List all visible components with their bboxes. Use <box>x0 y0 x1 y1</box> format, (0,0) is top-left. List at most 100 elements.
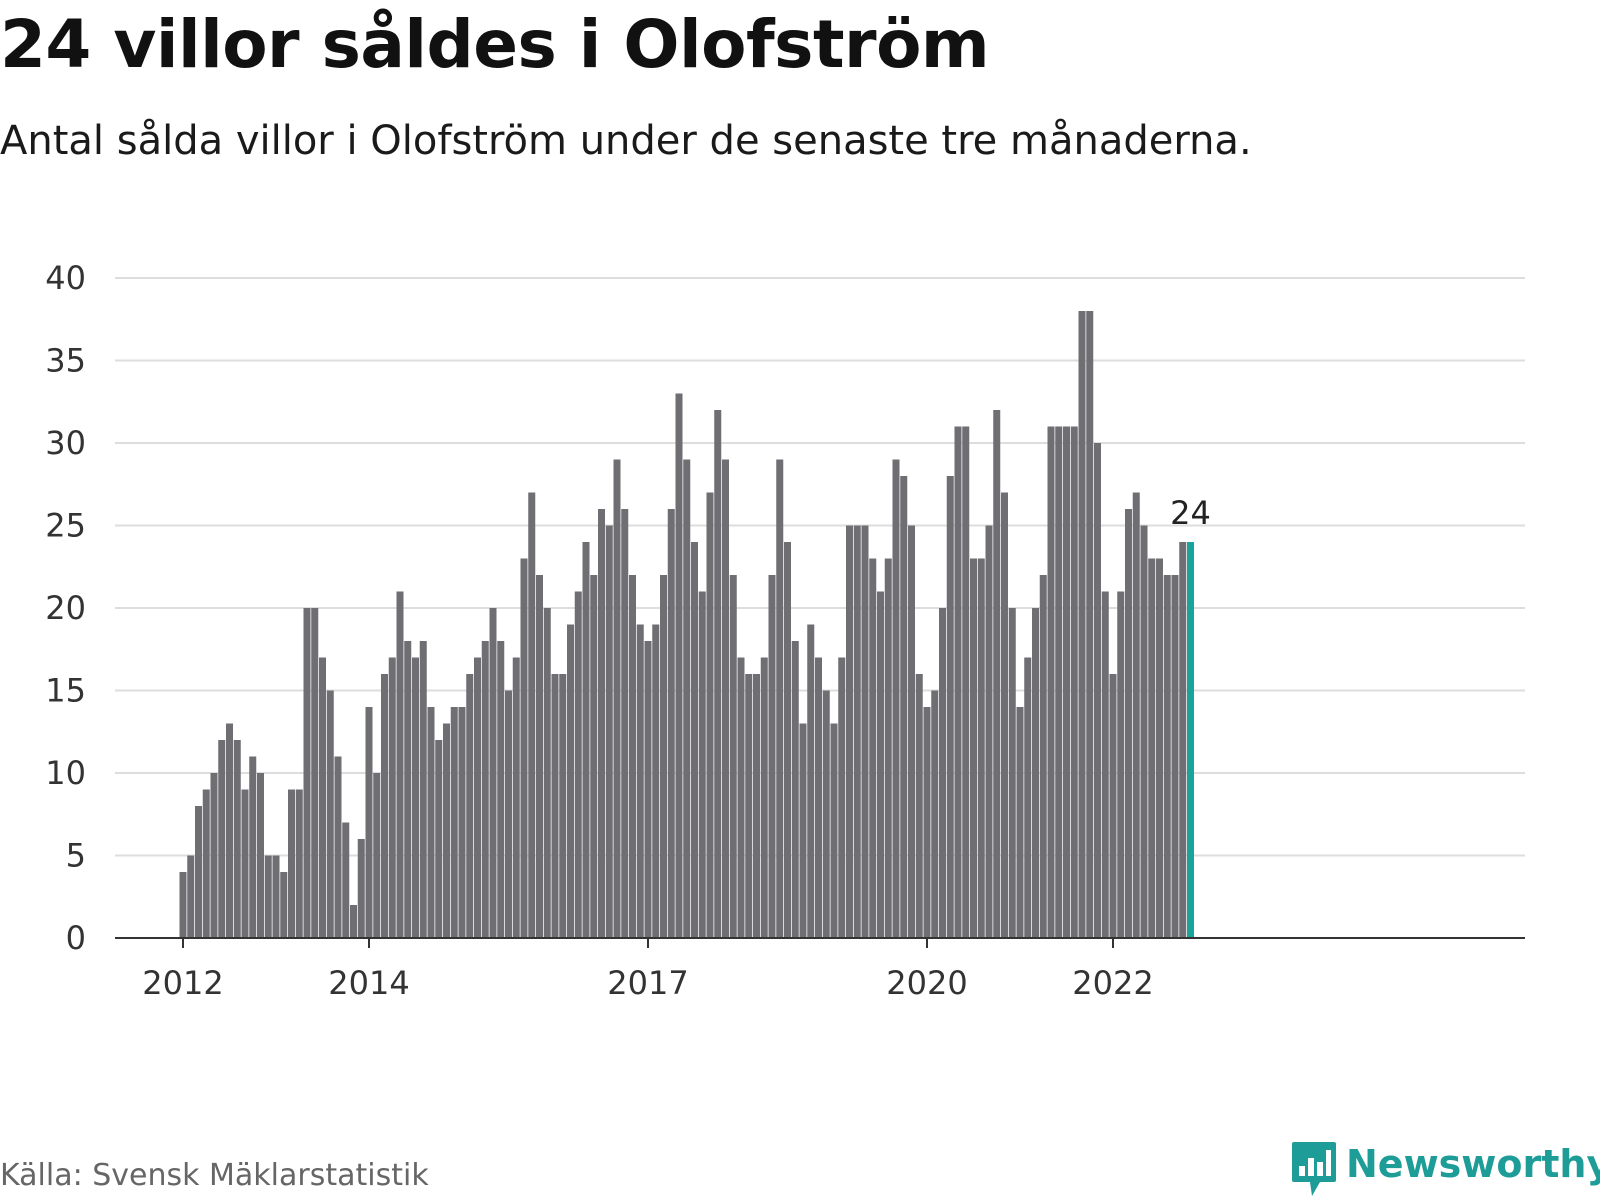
y-tick-label: 0 <box>66 919 86 957</box>
bar <box>838 657 846 938</box>
chart-subtitle: Antal sålda villor i Olofström under de … <box>0 118 1252 164</box>
bar <box>621 509 629 938</box>
bar <box>1047 426 1055 938</box>
bar <box>846 525 853 938</box>
bar <box>295 789 303 938</box>
bar <box>799 723 807 938</box>
bar <box>1008 608 1016 938</box>
bar <box>311 608 319 938</box>
bar <box>288 789 295 938</box>
bar <box>675 393 683 938</box>
bar <box>342 822 350 938</box>
x-axis: 2012 2014 2017 2020 2022 <box>115 937 1525 1002</box>
newsworthy-logo: Newsworthy <box>1290 1140 1600 1200</box>
bar <box>1125 509 1132 938</box>
bar <box>1001 492 1008 938</box>
bar <box>497 641 505 938</box>
bar <box>419 641 427 938</box>
bar <box>474 657 481 938</box>
bar <box>939 608 946 938</box>
x-tick-label: 2012 <box>142 964 223 1002</box>
bar <box>226 723 233 938</box>
bar <box>729 575 737 938</box>
bar <box>1032 608 1039 938</box>
bar <box>791 641 799 938</box>
bar <box>489 608 497 938</box>
y-tick-label: 5 <box>66 837 86 875</box>
bar <box>822 690 830 938</box>
bar <box>946 476 954 938</box>
bar <box>714 410 722 938</box>
bar <box>404 641 412 938</box>
bar <box>737 657 745 938</box>
bar <box>1132 492 1140 938</box>
bar <box>365 707 373 938</box>
x-tick-label: 2022 <box>1072 964 1153 1002</box>
last-value-label: 24 <box>1170 494 1211 532</box>
y-tick-label: 10 <box>45 754 86 792</box>
bar <box>613 459 621 938</box>
bar <box>1039 575 1047 938</box>
bar <box>257 773 264 938</box>
bar <box>853 525 861 938</box>
bar <box>303 608 311 938</box>
bar <box>179 872 187 938</box>
bar <box>249 756 257 938</box>
bar <box>923 707 931 938</box>
y-tick-label: 25 <box>45 507 86 545</box>
bar <box>543 608 551 938</box>
bar <box>443 723 450 938</box>
y-tick-label: 40 <box>45 259 86 297</box>
bar <box>1101 591 1109 938</box>
bar <box>768 575 776 938</box>
bar <box>528 492 536 938</box>
brand-name: Newsworthy <box>1346 1142 1600 1186</box>
x-tick-label: 2014 <box>328 964 409 1002</box>
bar <box>807 624 815 938</box>
bar <box>629 575 636 938</box>
bar <box>458 707 466 938</box>
bar <box>869 558 877 938</box>
bar <box>435 740 443 938</box>
bar <box>667 509 675 938</box>
bar <box>481 641 489 938</box>
bar <box>1086 311 1094 938</box>
chart-title: 24 villor såldes i Olofström <box>0 6 990 83</box>
bar <box>877 591 884 938</box>
bar <box>1055 426 1063 938</box>
bar <box>745 674 753 938</box>
bar <box>334 756 342 938</box>
bar <box>1148 558 1156 938</box>
bar <box>1078 311 1086 938</box>
bar <box>241 789 249 938</box>
bar <box>931 690 939 938</box>
bar <box>264 855 272 938</box>
bar <box>520 558 528 938</box>
bar <box>985 525 993 938</box>
bar <box>195 806 202 938</box>
bar <box>892 459 900 938</box>
bar <box>326 690 334 938</box>
bar <box>1171 575 1179 938</box>
bar <box>660 575 667 938</box>
x-tick-label: 2020 <box>886 964 967 1002</box>
bar <box>319 657 326 938</box>
bar <box>350 905 357 938</box>
bar <box>962 426 970 938</box>
bar <box>1094 443 1101 938</box>
bar <box>977 558 985 938</box>
bar <box>1117 591 1125 938</box>
bar <box>280 872 288 938</box>
bar <box>1024 657 1032 938</box>
bar <box>970 558 977 938</box>
y-axis-labels: 0 5 10 15 20 25 30 35 40 <box>45 259 86 957</box>
bar-chart: 0 5 10 15 20 25 30 35 40 2012 2014 2017 2020 2022 24 <box>45 259 1525 1002</box>
bar <box>567 624 574 938</box>
bar <box>815 657 822 938</box>
bar <box>683 459 691 938</box>
bar <box>861 525 869 938</box>
bar <box>598 509 605 938</box>
x-tick-label: 2017 <box>607 964 688 1002</box>
bar <box>272 855 280 938</box>
bar <box>908 525 915 938</box>
